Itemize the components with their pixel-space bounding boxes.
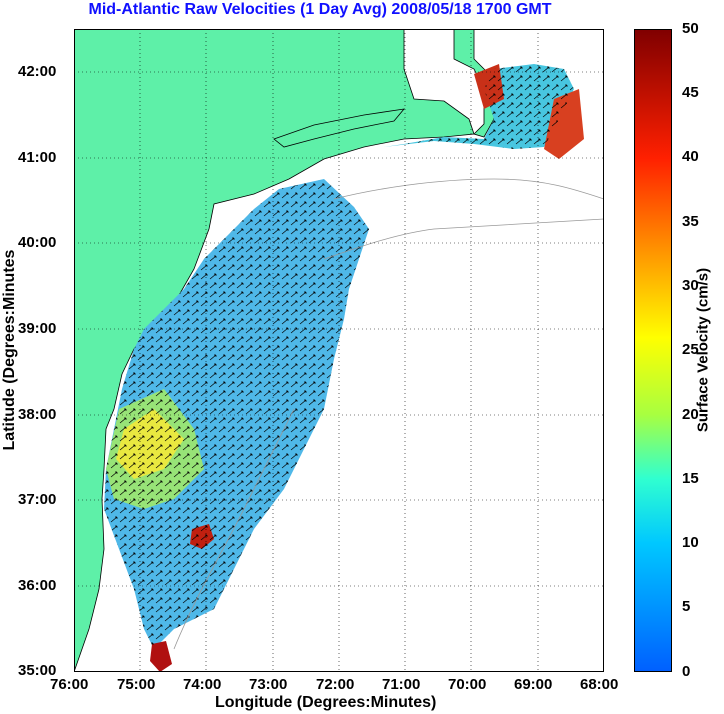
x-tick-71: 71:00 xyxy=(382,676,421,693)
land-mainland xyxy=(73,28,475,673)
colorbar-tick: 5 xyxy=(682,598,691,615)
x-tick-70: 70:00 xyxy=(448,676,487,693)
map-title: Mid-Atlantic Raw Velocities (1 Day Avg) … xyxy=(88,1,552,18)
y-tick-35: 35:00 xyxy=(18,662,57,679)
velocity-field-south-tip xyxy=(150,641,172,672)
y-tick-40: 40:00 xyxy=(18,234,57,251)
x-tick-75: 75:00 xyxy=(117,676,156,693)
colorbar xyxy=(634,29,672,672)
x-tick-72: 72:00 xyxy=(316,676,355,693)
y-tick-39: 39:00 xyxy=(18,320,57,337)
x-tick-69: 69:00 xyxy=(514,676,553,693)
colorbar-tick: 50 xyxy=(682,20,699,37)
colorbar-tick: 45 xyxy=(682,84,699,101)
y-tick-42: 42:00 xyxy=(18,63,57,80)
colorbar-tick: 0 xyxy=(682,663,691,680)
colorbar-tick: 25 xyxy=(682,341,699,358)
velocity-vectors-ne xyxy=(384,64,574,149)
map-canvas xyxy=(73,28,605,673)
velocity-vectors xyxy=(104,179,369,649)
y-tick-41: 41:00 xyxy=(18,149,57,166)
map-frame xyxy=(74,29,604,672)
y-tick-38: 38:00 xyxy=(18,406,57,423)
x-tick-76: 76:00 xyxy=(50,676,89,693)
colorbar-tick: 40 xyxy=(682,148,699,165)
colorbar-tick: 30 xyxy=(682,277,699,294)
velocity-map[interactable] xyxy=(73,28,605,673)
map-grid xyxy=(74,29,604,672)
y-tick-36: 36:00 xyxy=(18,577,57,594)
y-tick-37: 37:00 xyxy=(18,491,57,508)
colorbar-title: Surface Velocity (cm/s) xyxy=(694,267,712,433)
colorbar-tick: 35 xyxy=(682,213,699,230)
x-axis-title: Longitude (Degrees:Minutes) xyxy=(215,694,437,711)
x-tick-68: 68:00 xyxy=(580,676,619,693)
x-tick-74: 74:00 xyxy=(183,676,222,693)
colorbar-tick: 20 xyxy=(682,406,699,423)
colorbar-tick: 10 xyxy=(682,534,699,551)
y-axis-title: Latitude (Degrees:Minutes xyxy=(1,249,18,451)
x-tick-73: 73:00 xyxy=(249,676,288,693)
bathymetry-contour xyxy=(173,178,605,650)
colorbar-tick: 15 xyxy=(682,470,699,487)
land-long-island xyxy=(273,108,405,148)
